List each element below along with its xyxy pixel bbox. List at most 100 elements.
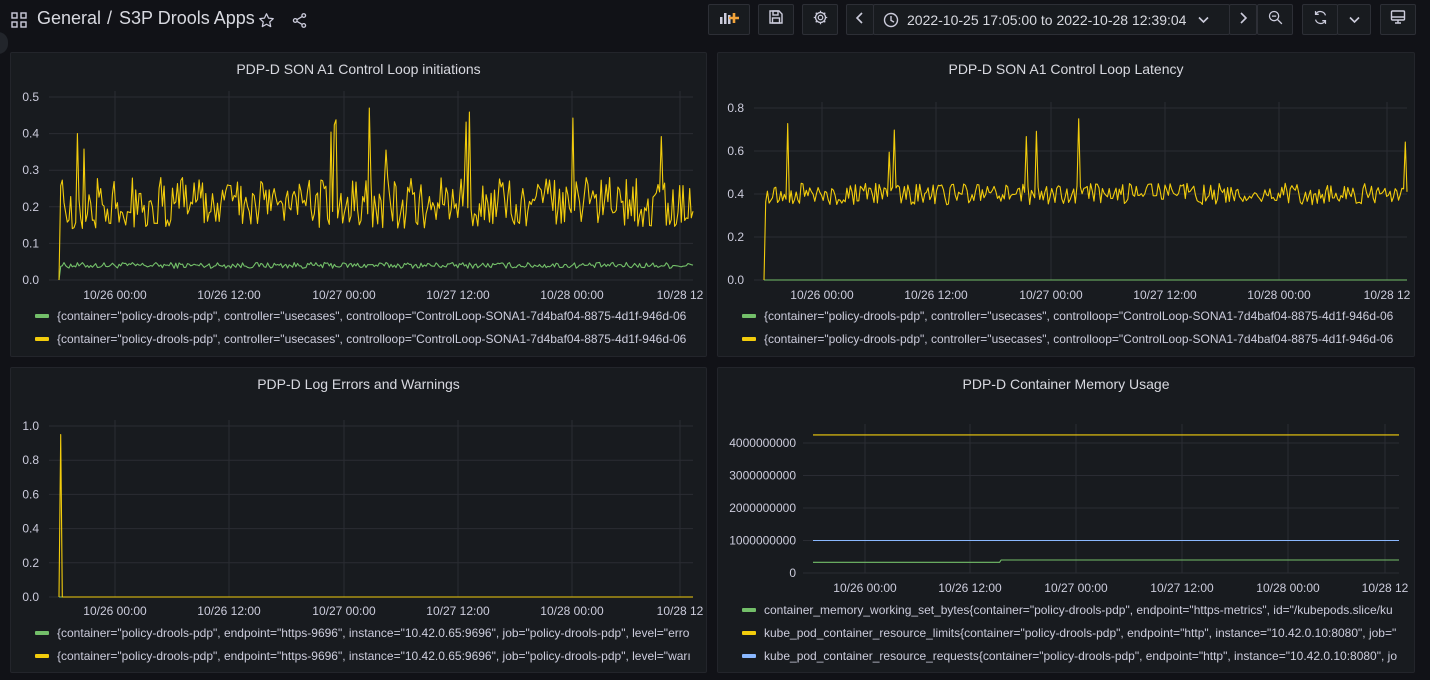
y-tick-label: 0.6 xyxy=(22,487,39,501)
panel-control-loop-latency[interactable]: PDP-D SON A1 Control Loop Latency 0.8 0.6… xyxy=(717,52,1415,357)
y-tick-label: 0.8 xyxy=(22,453,39,467)
x-tick-label: 10/26 00:00 xyxy=(790,288,854,302)
save-dashboard-button[interactable] xyxy=(758,4,794,35)
tv-icon xyxy=(1390,9,1406,30)
legend-label: {container="policy-drools-pdp", controll… xyxy=(764,332,1394,346)
add-panel-icon xyxy=(718,8,740,31)
sidebar-edge[interactable] xyxy=(0,32,8,54)
share-icon[interactable] xyxy=(290,11,308,29)
time-back-button[interactable] xyxy=(846,4,874,35)
breadcrumb-folder[interactable]: General xyxy=(37,8,102,28)
chart-area[interactable]: 0.5 0.4 0.3 0.2 0.1 0.0 10/26 00:00 10/26 12:00… xyxy=(11,53,708,358)
apps-icon[interactable] xyxy=(10,11,28,29)
legend-swatch-green xyxy=(742,608,756,612)
y-tick-label: 0.2 xyxy=(727,230,744,244)
chart-area[interactable]: 4000000000 3000000000 2000000000 1000000000… xyxy=(718,368,1416,674)
chart-area[interactable]: 1.0 0.8 0.6 0.4 0.2 0.0 10/26 00:00 10/26 12:00… xyxy=(11,368,708,674)
y-tick-label: 0.3 xyxy=(22,163,39,177)
y-tick-label: 0.4 xyxy=(727,187,744,201)
y-tick-label: 2000000000 xyxy=(729,501,796,515)
legend-item[interactable]: {container="policy-drools-pdp", controll… xyxy=(35,307,700,325)
y-tick-label: 0.6 xyxy=(727,144,744,158)
y-tick-label: 3000000000 xyxy=(729,469,796,483)
x-tick-label: 10/28 12 xyxy=(1362,581,1409,595)
y-tick-label: 1000000000 xyxy=(729,534,796,548)
zoom-out-button[interactable] xyxy=(1257,4,1293,35)
legend-item[interactable]: {container="policy-drools-pdp", controll… xyxy=(742,307,1408,325)
panel-title[interactable]: PDP-D SON A1 Control Loop Latency xyxy=(948,61,1184,77)
panel-title[interactable]: PDP-D Container Memory Usage xyxy=(962,376,1170,392)
dashboard-title[interactable]: S3P Drools Apps xyxy=(119,8,255,28)
x-tick-label: 10/27 12:00 xyxy=(1133,288,1197,302)
y-tick-label: 0.0 xyxy=(727,273,744,287)
panel-title[interactable]: PDP-D Log Errors and Warnings xyxy=(257,376,460,392)
legend-swatch-yellow xyxy=(742,337,756,341)
legend-item[interactable]: {container="policy-drools-pdp", controll… xyxy=(35,330,700,348)
x-tick-label: 10/27 00:00 xyxy=(1019,288,1083,302)
star-icon[interactable] xyxy=(257,11,275,29)
x-tick-label: 10/28 00:00 xyxy=(540,604,604,618)
x-tick-label: 10/26 12:00 xyxy=(938,581,1002,595)
series-line[interactable] xyxy=(813,559,1399,563)
legend-item[interactable]: {container="policy-drools-pdp", endpoint… xyxy=(35,624,700,642)
x-tick-label: 10/27 00:00 xyxy=(312,604,376,618)
x-tick-label: 10/28 00:00 xyxy=(1247,288,1311,302)
add-panel-button[interactable] xyxy=(708,4,750,35)
x-tick-label: 10/28 12 xyxy=(657,288,704,302)
legend-swatch-green xyxy=(35,631,49,635)
breadcrumb-separator: / xyxy=(107,8,113,28)
x-tick-label: 10/28 00:00 xyxy=(1256,581,1320,595)
legend-label: {container="policy-drools-pdp", controll… xyxy=(57,309,687,323)
refresh-icon xyxy=(1312,9,1329,31)
y-tick-label: 0.0 xyxy=(22,590,39,604)
x-tick-label: 10/26 12:00 xyxy=(197,288,261,302)
legend-label: kube_pod_container_resource_limits{conta… xyxy=(764,626,1397,640)
y-tick-label: 0 xyxy=(789,566,796,580)
legend-label: {container="policy-drools-pdp", controll… xyxy=(57,332,687,346)
panel-log-errors-warnings[interactable]: PDP-D Log Errors and Warnings 1.0 0.8 0.6 0… xyxy=(10,367,707,673)
x-tick-label: 10/27 00:00 xyxy=(312,288,376,302)
y-tick-label: 1.0 xyxy=(22,419,39,433)
x-tick-label: 10/26 00:00 xyxy=(83,604,147,618)
series-line[interactable] xyxy=(58,107,694,281)
y-tick-label: 0.4 xyxy=(22,522,39,536)
legend-item[interactable]: kube_pod_container_resource_limits{conta… xyxy=(742,624,1408,642)
dashboard-settings-button[interactable] xyxy=(802,4,838,35)
series-line[interactable] xyxy=(58,261,694,281)
x-tick-label: 10/27 00:00 xyxy=(1044,581,1108,595)
series-line[interactable] xyxy=(58,434,693,598)
refresh-interval-dropdown[interactable] xyxy=(1337,4,1371,35)
legend-swatch-blue xyxy=(742,654,756,658)
clock-icon xyxy=(883,12,899,28)
x-tick-label: 10/27 12:00 xyxy=(426,288,490,302)
chevron-down-icon xyxy=(1198,16,1210,24)
legend-label: {container="policy-drools-pdp", endpoint… xyxy=(57,626,690,640)
chevron-down-icon xyxy=(1348,11,1360,29)
y-tick-label: 0.5 xyxy=(22,90,39,104)
legend-item[interactable]: {container="policy-drools-pdp", endpoint… xyxy=(35,647,700,665)
chart-area[interactable]: 0.8 0.6 0.4 0.2 0.0 10/26 00:00 10/26 12:00 10/… xyxy=(718,53,1416,358)
x-tick-label: 10/26 12:00 xyxy=(904,288,968,302)
x-tick-label: 10/26 00:00 xyxy=(83,288,147,302)
legend-item[interactable]: {container="policy-drools-pdp", controll… xyxy=(742,330,1408,348)
settings-icon xyxy=(812,9,829,31)
panel-control-loop-initiations[interactable]: PDP-D SON A1 Control Loop initiations 0.… xyxy=(10,52,707,357)
series-line[interactable] xyxy=(763,118,1408,281)
legend-item[interactable]: container_memory_working_set_bytes{conta… xyxy=(742,601,1408,619)
panel-container-memory-usage[interactable]: PDP-D Container Memory Usage 4000000000 3… xyxy=(717,367,1415,673)
legend-swatch-green xyxy=(742,314,756,318)
legend-label: {container="policy-drools-pdp", endpoint… xyxy=(57,649,691,663)
legend-label: {container="policy-drools-pdp", controll… xyxy=(764,309,1394,323)
y-tick-label: 4000000000 xyxy=(729,436,796,450)
time-forward-button[interactable] xyxy=(1229,4,1257,35)
panel-title[interactable]: PDP-D SON A1 Control Loop initiations xyxy=(236,61,481,77)
y-tick-label: 0.0 xyxy=(22,273,39,287)
legend-swatch-yellow xyxy=(742,631,756,635)
legend-item[interactable]: kube_pod_container_resource_requests{con… xyxy=(742,647,1408,665)
chevron-right-icon xyxy=(1238,11,1248,29)
refresh-button[interactable] xyxy=(1302,4,1338,35)
y-tick-label: 0.2 xyxy=(22,200,39,214)
kiosk-mode-button[interactable] xyxy=(1380,4,1416,35)
time-range-picker[interactable]: 2022-10-25 17:05:00 to 2022-10-28 12:39:… xyxy=(873,4,1230,35)
legend-swatch-yellow xyxy=(35,337,49,341)
